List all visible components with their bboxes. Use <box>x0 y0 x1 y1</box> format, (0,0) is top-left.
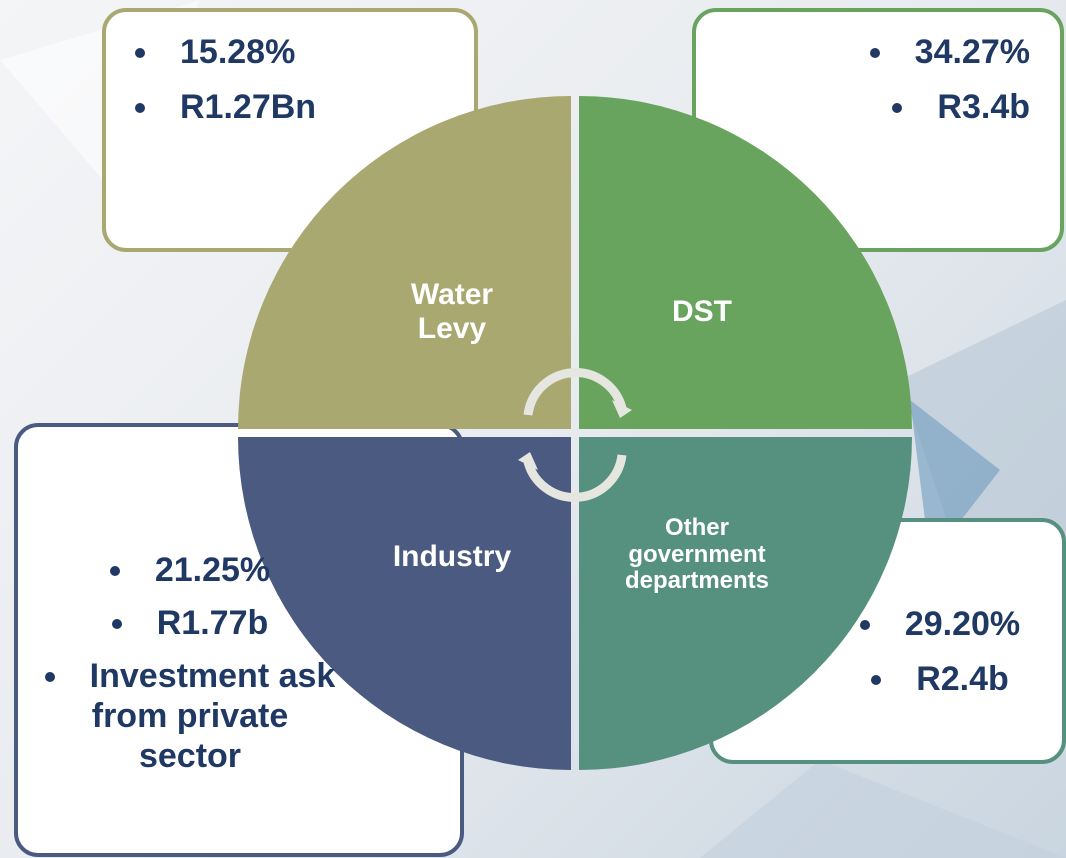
bullet-list: 34.27%R3.4b <box>720 25 1030 135</box>
quadrant <box>238 96 571 429</box>
bullet: 15.28% <box>135 25 455 80</box>
bullet-list: 21.25% R1.77b Investment ask from private … <box>40 550 340 789</box>
bullet: 34.27% <box>720 25 1030 80</box>
quadrant-label: DST <box>672 295 732 328</box>
quadrant-label: Water Levy <box>410 278 494 345</box>
quadrant-label: Industry <box>392 540 512 573</box>
bullet: R1.27Bn <box>135 80 455 135</box>
bullet-list: 29.20%R2.4b <box>830 597 1050 707</box>
quadrant <box>579 437 912 770</box>
quadrant-label: Other government departments <box>624 514 770 595</box>
cycle-arrow-head <box>518 452 538 470</box>
bullet: R2.4b <box>830 652 1050 707</box>
quadrant <box>579 96 912 429</box>
cycle-arrow <box>523 368 627 416</box>
cycle-arrow <box>523 454 627 502</box>
bullet-list: 15.28%R1.27Bn <box>135 25 455 135</box>
quadrant <box>238 437 571 770</box>
background-shape <box>700 760 1066 858</box>
bullet: R1.77b <box>40 603 340 643</box>
bullet: 21.25% <box>40 550 340 590</box>
bullet: R3.4b <box>720 80 1030 135</box>
bullet: Investment ask from private sector <box>40 656 340 776</box>
cycle-arrow-head <box>612 400 632 418</box>
bullet: 29.20% <box>830 597 1050 652</box>
